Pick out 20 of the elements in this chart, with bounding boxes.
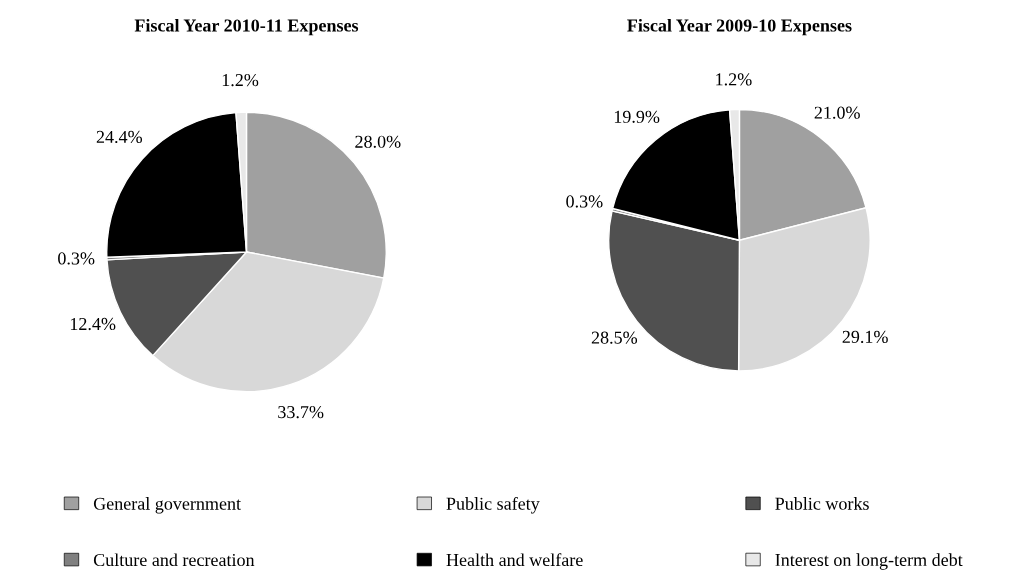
chart-title: Fiscal Year 2010-11 Expenses bbox=[134, 18, 359, 36]
data-label: 28.5% bbox=[591, 331, 638, 344]
data-label: 19.9% bbox=[614, 110, 660, 123]
data-label: 1.2% bbox=[716, 73, 752, 86]
data-label: 1.2% bbox=[222, 73, 259, 87]
data-label: 28.0% bbox=[355, 135, 401, 148]
data-label: 0.3% bbox=[566, 195, 603, 208]
legend-label: Public works bbox=[775, 497, 869, 510]
data-label: 21.0% bbox=[814, 106, 860, 119]
legend-label: Culture and recreation bbox=[93, 553, 255, 567]
legend-label: Interest on long-term debt bbox=[775, 553, 963, 570]
legend-label: General government bbox=[93, 497, 241, 514]
data-label: 0.3% bbox=[58, 252, 95, 265]
chart-title: Fiscal Year 2009-10 Expenses bbox=[627, 18, 852, 36]
data-label: 29.1% bbox=[842, 330, 888, 343]
data-label: 24.4% bbox=[96, 130, 143, 144]
data-label: 12.4% bbox=[70, 317, 116, 331]
legend-label: Health and welfare bbox=[446, 553, 583, 567]
data-label: 33.7% bbox=[278, 405, 324, 419]
legend-label: Public safety bbox=[446, 496, 540, 514]
